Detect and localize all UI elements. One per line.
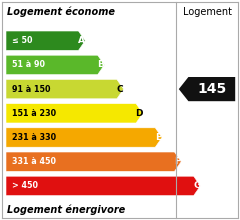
Text: A: A: [78, 36, 85, 45]
Text: ≤ 50: ≤ 50: [12, 36, 32, 45]
Polygon shape: [6, 55, 104, 75]
Text: E: E: [155, 133, 161, 142]
Text: Logement économe: Logement économe: [7, 7, 115, 17]
Text: 145: 145: [197, 82, 226, 96]
Text: Logement énergivore: Logement énergivore: [7, 204, 126, 215]
Polygon shape: [6, 152, 181, 171]
Text: C: C: [117, 85, 123, 94]
Text: > 450: > 450: [12, 182, 38, 190]
Text: Logement: Logement: [182, 7, 232, 17]
Text: 151 à 230: 151 à 230: [12, 109, 56, 118]
Text: 91 à 150: 91 à 150: [12, 85, 50, 94]
Text: D: D: [135, 109, 143, 118]
Polygon shape: [6, 31, 85, 50]
Text: F: F: [174, 157, 180, 166]
Text: 331 à 450: 331 à 450: [12, 157, 56, 166]
Text: 51 à 90: 51 à 90: [12, 61, 45, 69]
Polygon shape: [179, 77, 235, 101]
Text: 231 à 330: 231 à 330: [12, 133, 56, 142]
Polygon shape: [6, 79, 124, 99]
Polygon shape: [6, 176, 200, 196]
Text: B: B: [97, 61, 104, 69]
Polygon shape: [6, 104, 143, 123]
Polygon shape: [6, 128, 162, 147]
Text: G: G: [193, 182, 200, 190]
